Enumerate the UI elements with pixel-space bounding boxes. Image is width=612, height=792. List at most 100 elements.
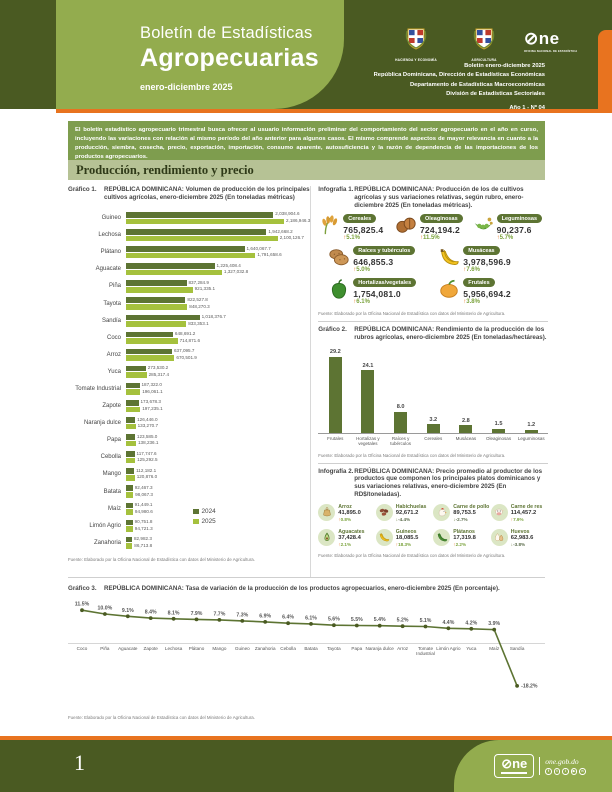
category-pill: Leguminosas — [496, 214, 543, 224]
svg-text:5.2%: 5.2% — [397, 617, 409, 623]
product-name: Habichuelas — [395, 503, 427, 510]
g2-column: 3.2 — [418, 417, 448, 433]
nuts-icon — [395, 214, 417, 236]
bulletin-title-line1: Boletín de Estadísticas — [140, 24, 313, 42]
g1-category-label: Tayota — [103, 300, 121, 307]
g1-bar-2024 — [126, 382, 140, 389]
grafico3-source: Fuente: Elaborado por la Oficina Naciona… — [68, 714, 255, 720]
grafico3-section: Gráfico 3. REPÚBLICA DOMINICANA: Tasa de… — [68, 585, 545, 720]
g2-value-label: 1.2 — [527, 422, 536, 429]
g1-value-label: 98,067.3 — [135, 491, 153, 497]
g1-bar-2025 — [126, 269, 222, 276]
change-value: ↑0.8% — [338, 516, 352, 522]
intro-paragraph: El boletín estadístico agropecuario trim… — [68, 121, 545, 167]
infographic-item: Oleaginosas 724,194.2 ↑11.5% — [395, 214, 472, 241]
g1-category-label: Naranja dulce — [83, 420, 121, 427]
g1-value-label: 196,061.1 — [142, 388, 163, 394]
infografia1-row: Cereales 765,825.4 ↑5.1% Oleaginosas 724… — [318, 214, 548, 241]
product-name: Carne de res — [510, 503, 543, 510]
svg-text:7.9%: 7.9% — [191, 611, 203, 617]
g1-value-label: 1,327,032.8 — [223, 269, 249, 275]
g1-value-label: 822,527.8 — [187, 296, 208, 302]
g1-bar-2025 — [126, 286, 193, 293]
g1-category-label: Papa — [106, 437, 121, 444]
orange-accent-tab — [598, 30, 612, 113]
g1-category-label: Tomate Industrial — [75, 385, 121, 392]
g1-bar-2025 — [126, 474, 135, 481]
infografia2-title: Infografía 2. REPÚBLICA DOMINICANA: Prec… — [318, 468, 548, 499]
g1-value-label: 2,100,126.7 — [279, 235, 304, 241]
g1-bar-2025 — [126, 492, 134, 498]
g1-category-label: Maíz — [107, 505, 121, 512]
meta-line: Boletín enero-diciembre 2025 — [464, 63, 545, 69]
change-value: ↑11.5% — [419, 235, 440, 242]
product-name: Guineos — [395, 528, 417, 535]
product-name: Aguacates — [338, 528, 365, 535]
infographic-item: Raíces y tubérculos 646,855.3 ↑5.0% — [328, 246, 438, 273]
g2-column: 8.0 — [386, 404, 416, 433]
change-value: ↑5.0% — [353, 267, 370, 274]
g1-row: Piña 837,284.9 921,335.1 — [68, 278, 310, 295]
price-value: 18,085.5 — [395, 535, 419, 542]
up-arrow-icon: ↑ — [338, 516, 341, 522]
g1-value-label: 1,791,658.6 — [257, 252, 282, 258]
social-icons: f t i ▶ n — [545, 768, 586, 775]
social-icon: i — [562, 768, 569, 775]
g1-category-label: Sandía — [101, 317, 121, 324]
g1-value-label: 92,467.3 — [134, 484, 153, 490]
up-arrow-icon: ↑ — [510, 516, 514, 522]
meta-line: División de Estadísticas Sectoriales — [446, 90, 545, 97]
svg-text:9.1%: 9.1% — [122, 608, 134, 614]
g2-category-label: Leguminosas — [517, 435, 545, 441]
up-arrow-icon: ↑ — [419, 235, 423, 242]
chart-label: Gráfico 2. — [318, 326, 347, 334]
g3-category-label: Sandía — [509, 645, 525, 651]
hacienda-logo: HACIENDA Y ECONOMÍA — [388, 26, 444, 62]
wheat-icon — [318, 214, 340, 236]
price-value: 62,983.6 — [510, 535, 534, 542]
g1-bar-2025 — [126, 304, 188, 310]
g1-row: Guineo 2,038,904.6 2,186,946.3 — [68, 210, 310, 227]
banana-icon — [375, 528, 393, 546]
g1-bar-2025 — [126, 423, 136, 430]
g2-column: 1.2 — [516, 422, 546, 433]
g2-bar — [459, 425, 473, 433]
change-value: ↑2.2% — [453, 541, 467, 547]
legend-item: 2025 — [193, 518, 216, 525]
g1-category-label: Guineo — [101, 215, 121, 222]
infografia2-grid: Arroz 41,895.0 ↑0.8% Habichuelas 92,671.… — [318, 503, 548, 547]
change-value: ↑2.1% — [338, 541, 352, 547]
production-value: 90,237.6 — [496, 224, 532, 235]
g1-value-label: 848,270.3 — [189, 303, 210, 309]
g1-row: Yuca 273,530.2 285,317.4 — [68, 363, 310, 380]
g1-row: Arroz 637,095.7 670,501.9 — [68, 346, 310, 363]
footer-divider — [539, 757, 541, 775]
grafico2-chart: 29.2 24.1 8.0 3.2 2.8 1.5 1.2 — [318, 346, 549, 434]
g2-column: 1.5 — [484, 421, 514, 433]
rice-icon — [318, 503, 336, 521]
g1-value-label: 285,317.4 — [148, 371, 170, 377]
footer-orange-rule — [0, 736, 612, 740]
grafico1-source: Fuente: Elaborado por la Oficina Naciona… — [68, 557, 255, 563]
g1-category-label: Limón Agrio — [89, 522, 121, 529]
svg-text:7.7%: 7.7% — [213, 611, 225, 617]
category-pill: Musáceas — [463, 246, 500, 256]
grafico1-chart: Guineo 2,038,904.6 2,186,946.3 Lechosa 1… — [68, 210, 310, 552]
beans-icon — [375, 503, 393, 521]
g1-bar-2024 — [126, 263, 215, 269]
header-title-panel: Boletín de Estadísticas Agropecuarias en… — [56, 0, 344, 109]
change-value: ↑7.6% — [463, 267, 480, 274]
infografia2-source: Fuente: Elaborado por la Oficina Naciona… — [318, 552, 506, 558]
one-logo-text: ⊘ne — [524, 29, 560, 48]
category-pill: Frutales — [463, 278, 495, 288]
g2-category-label: Hortalizas y vegetales — [356, 435, 380, 447]
legend-label: 2025 — [201, 518, 216, 525]
production-value: 765,825.4 — [343, 224, 384, 235]
svg-text:5.6%: 5.6% — [328, 616, 340, 622]
g1-value-label: 648,691.2 — [174, 331, 196, 337]
svg-text:6.9%: 6.9% — [259, 613, 271, 619]
g1-bar-2024 — [126, 365, 146, 372]
g1-value-label: 187,322.0 — [141, 382, 162, 388]
g1-bar-2025 — [126, 457, 136, 464]
g1-row: Tomate Industrial 187,322.0 196,061.1 — [68, 380, 310, 397]
